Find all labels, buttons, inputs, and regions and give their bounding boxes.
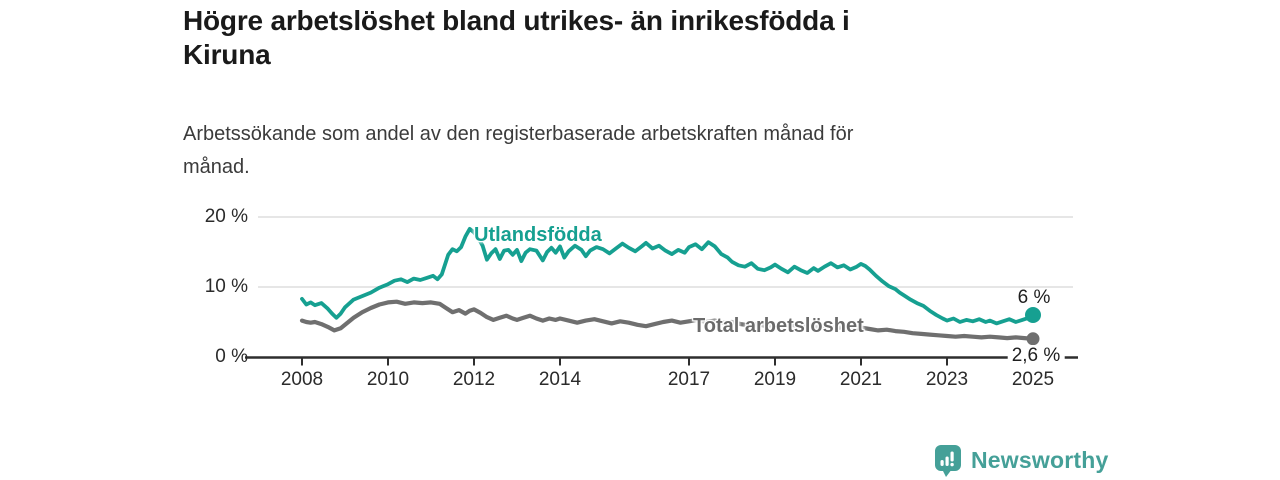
y-axis-tick-label: 0 % [215, 346, 248, 367]
x-axis-tick-label: 2014 [538, 369, 582, 390]
brand-name: Newsworthy [971, 447, 1109, 473]
x-axis-tick-label: 2019 [753, 369, 797, 390]
x-axis-tick-label: 2017 [667, 369, 711, 390]
x-axis-tick-label: 2021 [839, 369, 883, 390]
x-axis-tick-label: 2025 [1011, 369, 1055, 390]
series-label-utlandsfodda: Utlandsfödda [474, 224, 602, 246]
end-value-label-utlandsfodda: 6 % [1017, 287, 1051, 308]
newsworthy-logo[interactable]: Newsworthy [934, 444, 1108, 477]
title-line-1: Högre arbetslöshet bland utrikes- än inr… [183, 5, 850, 36]
series-label-total-arbetsloshet: Total arbetslöshet [693, 315, 864, 337]
page-title: Högre arbetslöshet bland utrikes- än inr… [183, 4, 1063, 72]
y-axis-tick-label: 10 % [204, 276, 248, 297]
end-value-label-total: 2,6 % [1007, 345, 1065, 366]
x-axis-tick-label: 2008 [280, 369, 324, 390]
x-axis-tick-label: 2012 [452, 369, 496, 390]
chart-subtitle: Arbetssökande som andel av den registerb… [183, 118, 1063, 184]
x-axis-tick-label: 2023 [925, 369, 969, 390]
y-axis-tick-label: 20 % [204, 206, 248, 227]
subtitle-line-2: månad. [183, 156, 250, 178]
subtitle-line-1: Arbetssökande som andel av den registerb… [183, 123, 854, 145]
title-line-2: Kiruna [183, 39, 271, 70]
x-axis-tick-label: 2010 [366, 369, 410, 390]
bar-chart-speech-bubble-icon [935, 445, 961, 477]
